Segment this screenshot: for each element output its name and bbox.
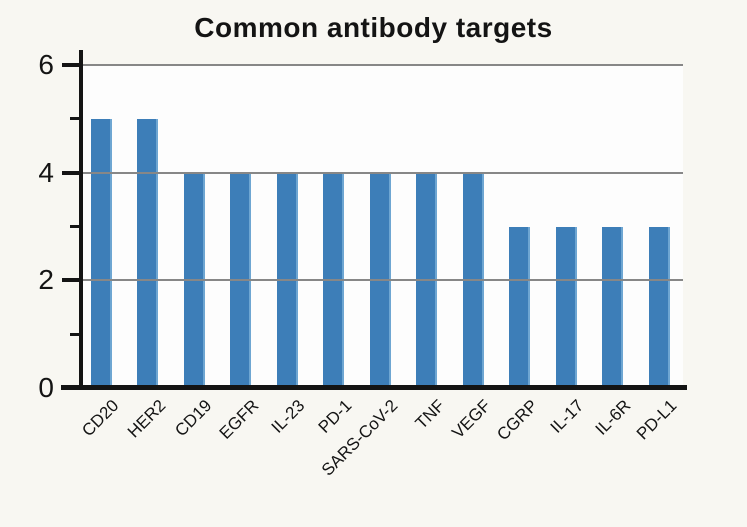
y-tick-label: 0 [38,372,54,403]
y-major-tick [62,170,83,175]
bar [509,226,530,388]
gridline [82,171,683,174]
y-major-tick [62,386,83,390]
y-minor-tick [70,225,83,228]
y-tick-label: 2 [38,264,54,296]
bar [648,226,670,388]
y-tick-label: 4 [38,156,54,188]
y-major-tick [62,63,83,67]
bar [90,118,112,388]
bar [555,226,577,388]
y-axis-line [79,50,83,390]
y-minor-tick [70,117,83,121]
x-axis-line [61,385,687,390]
x-tick-label: PD-L1 [632,396,681,444]
chart-title: Common antibody targets [194,12,553,43]
gridline [82,279,683,282]
y-tick-label: 6 [38,49,54,80]
gridline [82,64,683,66]
bar [602,226,623,388]
y-minor-tick [70,332,83,336]
bar [137,118,158,388]
y-major-tick [62,278,83,283]
